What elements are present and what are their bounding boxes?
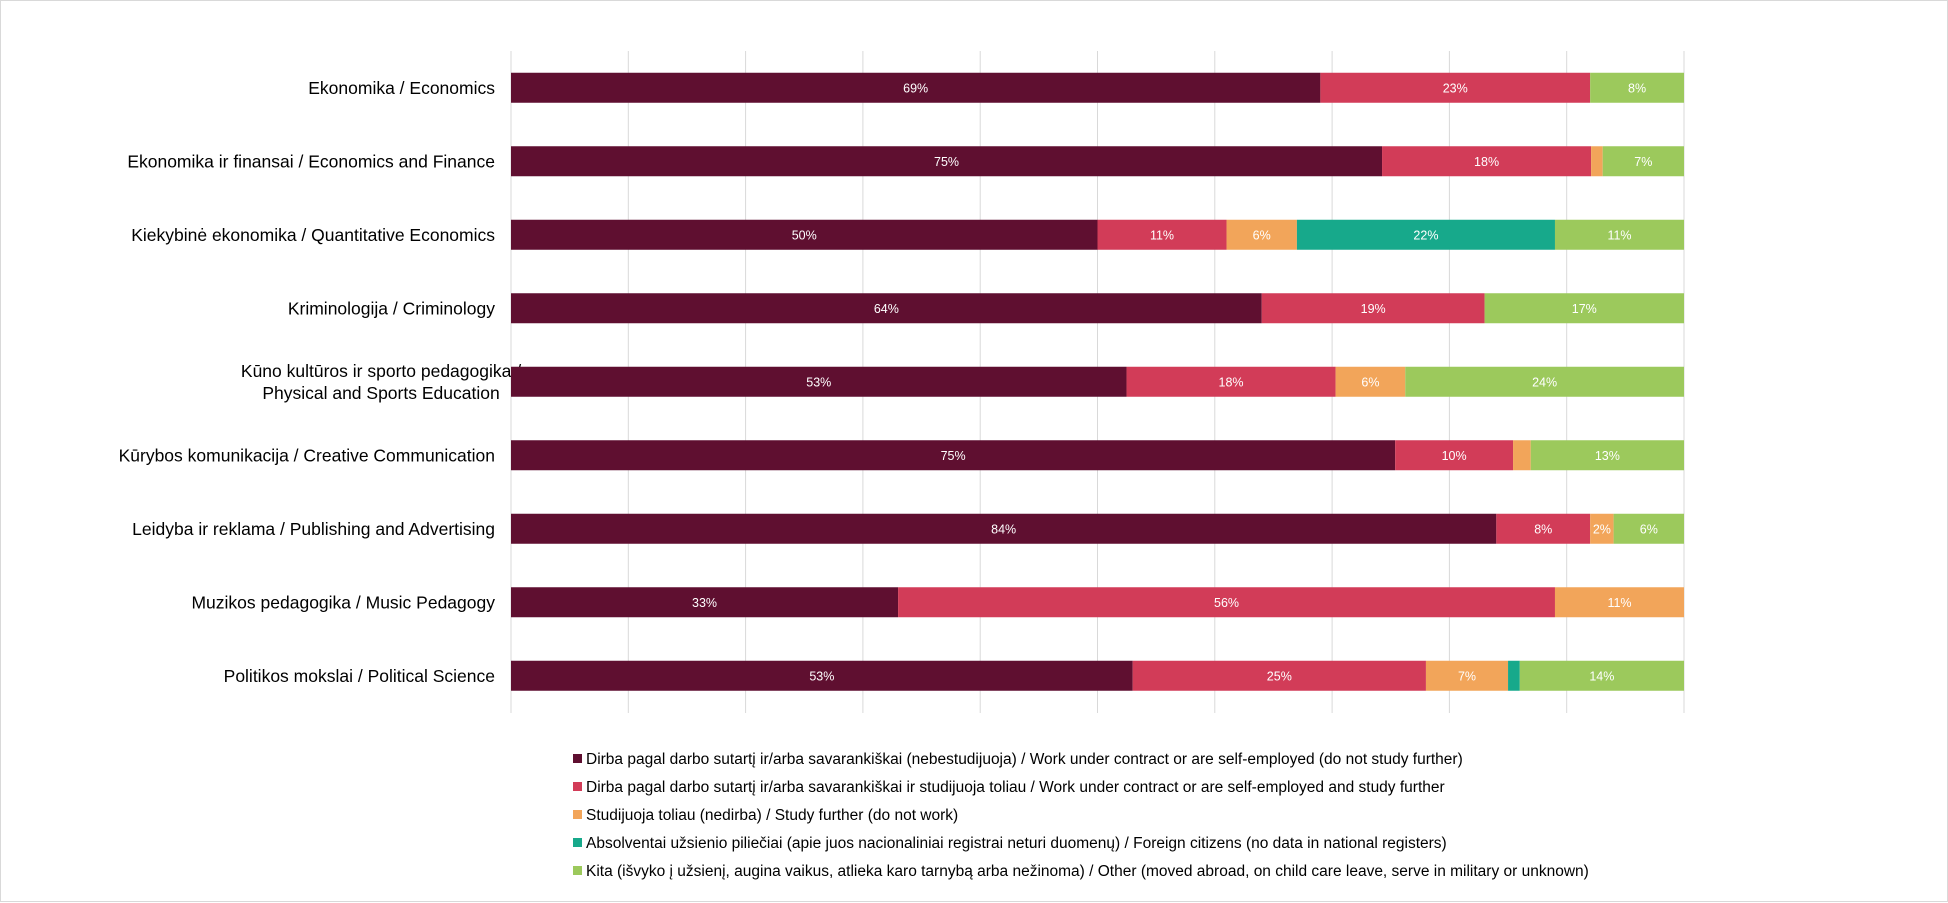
legend-swatch [573,838,582,847]
data-label: 22% [1413,228,1438,242]
data-label: 17% [1572,302,1597,316]
data-label: 6% [1361,375,1379,389]
data-label: 18% [1219,375,1244,389]
legend-entry: Studijuoja toliau (nedirba) / Study furt… [586,807,958,824]
legend-entry: Kita (išvyko į užsienį, augina vaikus, a… [586,863,1589,880]
bar-segment [1590,72,1684,103]
legend-entry: Dirba pagal darbo sutartį ir/arba savara… [586,751,1463,768]
legend-swatch [573,810,582,819]
bar-segment [1405,366,1684,397]
category-label: Politikos mokslai / Political Science [224,666,495,686]
bar-segment [1613,513,1684,544]
data-label: 2% [1593,522,1611,536]
data-label: 7% [1634,155,1652,169]
bar-segment [511,440,1396,471]
data-label: 11% [1607,596,1631,610]
category-label: Ekonomika ir finansai / Economics and Fi… [127,151,495,171]
bar-segment [1097,219,1227,250]
bar-segment [511,513,1497,544]
bar-segment [1591,146,1603,177]
data-label: 24% [1532,375,1557,389]
legend-swatch [573,754,582,763]
bar-segment [1382,146,1592,177]
data-label: 23% [1443,81,1468,95]
category-label: Kriminologija / Criminology [288,298,495,318]
bar-segment [1602,146,1684,177]
bar-segment [511,72,1321,103]
data-label: 7% [1458,669,1476,683]
bar-segment [1296,219,1555,250]
category-label: Kiekybinė ekonomika / Quantitative Econo… [131,225,495,245]
bar-segment [511,219,1098,250]
legend-swatch [573,866,582,875]
data-label: 64% [874,302,899,316]
bar-segment [1496,513,1591,544]
legend-swatch [573,782,582,791]
data-label: 14% [1589,669,1614,683]
data-label: 11% [1150,228,1174,242]
bar-segment [1132,660,1426,691]
bar-segment [1335,366,1406,397]
data-label: 18% [1474,155,1499,169]
data-label: 53% [809,669,834,683]
bar-segment [511,366,1127,397]
data-label: 8% [1534,522,1552,536]
data-label: 25% [1267,669,1292,683]
data-label: 75% [934,155,959,169]
bar-segment [1484,293,1684,324]
bar-segment [1519,660,1684,691]
category-label: Leidyba ir reklama / Publishing and Adve… [132,519,495,539]
bar-segment [1425,660,1509,691]
category-label: Kūno kultūros ir sporto pedagogika / [241,361,521,381]
data-label: 69% [903,81,928,95]
legend-entry: Absolventai užsienio piliečiai (apie juo… [586,835,1447,852]
bar-segment [1554,587,1684,618]
category-label: Ekonomika / Economics [308,78,495,98]
bar-segment [1395,440,1514,471]
bar-segment [1590,513,1614,544]
data-label: 53% [806,375,831,389]
bar-segment [1554,219,1684,250]
category-label: Kūrybos komunikacija / Creative Communic… [119,445,495,465]
data-label: 56% [1214,596,1239,610]
bar-segment [511,146,1383,177]
data-label: 13% [1595,449,1620,463]
data-label: 6% [1253,228,1271,242]
bar-segment [1508,660,1520,691]
data-label: 84% [991,522,1016,536]
bar-segment [1261,293,1485,324]
bar-segment [1320,72,1591,103]
category-label: Muzikos pedagogika / Music Pedagogy [191,592,495,612]
bar-segment [1226,219,1297,250]
bar-segment [511,293,1262,324]
data-label: 50% [792,228,817,242]
data-label: 8% [1628,81,1646,95]
bar-segment [511,660,1133,691]
bar-segment [898,587,1555,618]
bar-segment [511,587,899,618]
category-label: Physical and Sports Education [262,383,499,403]
data-label: 33% [692,596,717,610]
data-label: 19% [1361,302,1386,316]
bar-segment [1530,440,1684,471]
data-label: 75% [941,449,966,463]
data-label: 10% [1442,449,1467,463]
legend-entry: Dirba pagal darbo sutartį ir/arba savara… [586,779,1445,796]
bar-segment [1126,366,1336,397]
data-label: 11% [1607,228,1631,242]
data-label: 6% [1640,522,1658,536]
bar-segment [1513,440,1531,471]
